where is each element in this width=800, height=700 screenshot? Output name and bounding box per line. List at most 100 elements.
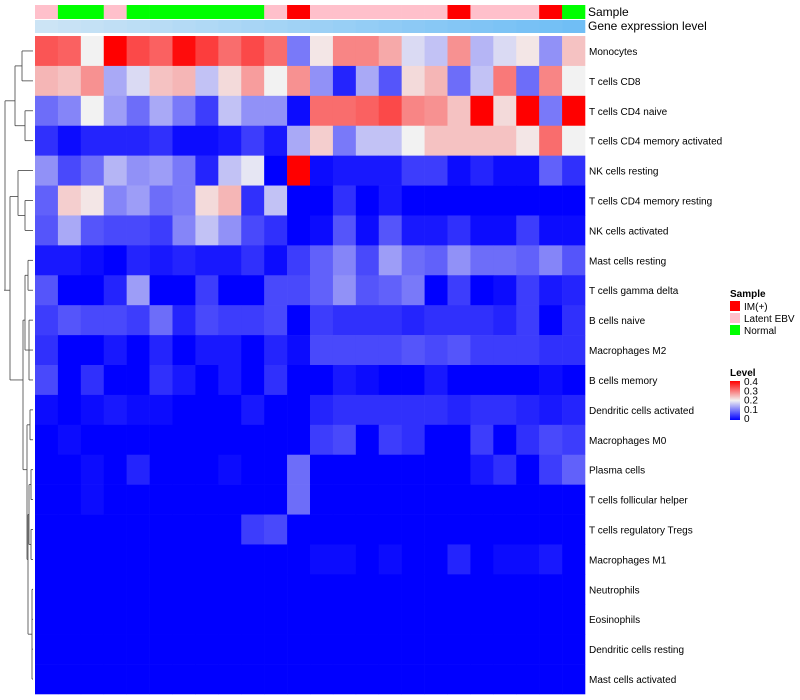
heatmap-cell bbox=[562, 215, 586, 246]
heatmap-cell bbox=[539, 604, 563, 635]
heatmap-cell bbox=[355, 424, 380, 456]
heatmap-cell bbox=[424, 454, 448, 485]
heatmap-cell bbox=[401, 36, 425, 67]
expression-level-cell bbox=[401, 20, 425, 33]
heatmap-cell bbox=[310, 185, 334, 216]
heatmap-cell bbox=[57, 305, 82, 336]
heatmap-cell bbox=[493, 514, 517, 545]
heatmap-cell bbox=[264, 335, 288, 366]
heatmap-cell bbox=[401, 185, 425, 216]
legend-sample-swatch bbox=[730, 313, 740, 323]
sample-annotation-cell bbox=[378, 5, 402, 19]
legend-level-title: Level bbox=[730, 368, 756, 379]
heatmap-cell bbox=[287, 544, 311, 575]
row-label: Mast cells resting bbox=[589, 256, 666, 267]
heatmap-cell bbox=[447, 634, 471, 665]
sample-annotation-cell bbox=[310, 5, 334, 19]
heatmap-cell bbox=[562, 394, 586, 426]
heatmap-cell bbox=[172, 365, 196, 396]
heatmap-cell bbox=[516, 484, 540, 515]
heatmap-cell bbox=[35, 36, 59, 67]
heatmap-cell bbox=[195, 155, 219, 186]
heatmap-cell bbox=[195, 95, 219, 127]
heatmap-cell bbox=[172, 544, 196, 575]
sample-annotation-bar bbox=[35, 5, 586, 19]
heatmap-cell bbox=[310, 36, 334, 67]
heatmap-cell bbox=[264, 305, 288, 336]
heatmap-cell bbox=[172, 215, 196, 246]
row-label: Eosinophils bbox=[589, 615, 640, 626]
heatmap-cell bbox=[103, 95, 127, 127]
heatmap-cell bbox=[332, 454, 357, 485]
heatmap-cell bbox=[57, 36, 82, 67]
heatmap-cell bbox=[470, 634, 494, 665]
heatmap-cell bbox=[447, 394, 471, 426]
heatmap-cell bbox=[355, 95, 380, 127]
heatmap-cell bbox=[287, 574, 311, 605]
heatmap-cell bbox=[562, 424, 586, 456]
heatmap-cell bbox=[332, 335, 357, 366]
heatmap-cell bbox=[310, 125, 334, 156]
heatmap-cell bbox=[355, 275, 380, 306]
heatmap-cell bbox=[470, 36, 494, 67]
heatmap-cell bbox=[493, 664, 517, 695]
heatmap-cell bbox=[310, 215, 334, 246]
row-label: T cells CD4 memory activated bbox=[589, 137, 722, 148]
row-label: T cells gamma delta bbox=[589, 286, 679, 297]
heatmap-cell bbox=[493, 125, 517, 156]
heatmap-cell bbox=[172, 125, 196, 156]
heatmap-cell bbox=[218, 155, 242, 186]
heatmap-cell bbox=[355, 664, 380, 695]
heatmap-cell bbox=[241, 215, 265, 246]
heatmap-cell bbox=[35, 634, 59, 665]
sample-annotation-cell bbox=[424, 5, 448, 19]
heatmap-cell bbox=[241, 335, 265, 366]
heatmap-cell bbox=[355, 155, 380, 186]
heatmap-cell bbox=[195, 36, 219, 67]
legend-level-tick: 0.1 bbox=[744, 405, 758, 416]
heatmap-cell bbox=[424, 574, 448, 605]
heatmap-cell bbox=[80, 155, 105, 186]
heatmap-cell bbox=[126, 95, 150, 127]
row-label: T cells CD8 bbox=[589, 77, 641, 88]
heatmap-cell bbox=[149, 215, 173, 246]
heatmap-cell bbox=[355, 36, 380, 67]
heatmap-cell bbox=[149, 365, 173, 396]
heatmap-cell bbox=[241, 365, 265, 396]
heatmap-cell bbox=[447, 155, 471, 186]
heatmap-cell bbox=[241, 484, 265, 515]
heatmap-cell bbox=[35, 574, 59, 605]
heatmap-cell bbox=[103, 604, 127, 635]
heatmap-cell bbox=[401, 65, 425, 97]
heatmap-cell bbox=[57, 125, 82, 156]
heatmap-cell bbox=[287, 394, 311, 426]
heatmap-cell bbox=[539, 155, 563, 186]
heatmap-cell bbox=[516, 454, 540, 485]
heatmap-cell bbox=[470, 95, 494, 127]
heatmap-cell bbox=[172, 65, 196, 97]
heatmap-cell bbox=[470, 514, 494, 545]
heatmap-cell bbox=[287, 664, 311, 695]
heatmap-cell bbox=[264, 125, 288, 156]
row-label: B cells memory bbox=[589, 376, 657, 387]
heatmap-cell bbox=[57, 604, 82, 635]
heatmap-cell bbox=[149, 155, 173, 186]
heatmap-cell bbox=[516, 155, 540, 186]
heatmap-cell bbox=[332, 95, 357, 127]
legend-sample-label: IM(+) bbox=[744, 302, 768, 313]
heatmap-cell bbox=[470, 185, 494, 216]
heatmap-cell bbox=[103, 275, 127, 306]
expression-level-cell bbox=[355, 20, 380, 33]
heatmap-cell bbox=[218, 424, 242, 456]
heatmap-cell bbox=[103, 424, 127, 456]
heatmap-cell bbox=[470, 664, 494, 695]
expression-level-title: Gene expression level bbox=[588, 19, 707, 33]
heatmap-cell bbox=[516, 365, 540, 396]
heatmap-cell bbox=[424, 215, 448, 246]
heatmap-cell bbox=[35, 424, 59, 456]
heatmap-cell bbox=[149, 335, 173, 366]
heatmap-cell bbox=[539, 634, 563, 665]
heatmap-cell bbox=[80, 305, 105, 336]
